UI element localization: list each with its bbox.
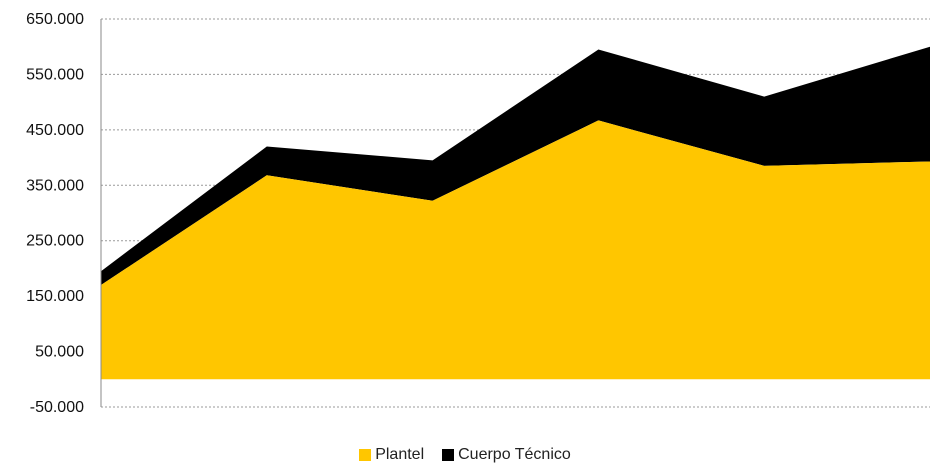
y-tick-label: 250.000 — [26, 233, 84, 250]
area-cuerpo-tecnico — [101, 46, 930, 286]
y-tick-label: 450.000 — [26, 122, 84, 139]
y-tick-label: -50.000 — [30, 399, 84, 416]
legend-swatch-plantel — [359, 449, 372, 461]
legend-item-cuerpo-tecnico: Cuerpo Técnico — [442, 446, 571, 464]
legend-label-cuerpo-tecnico: Cuerpo Técnico — [458, 446, 571, 463]
stacked-area-chart: -50.000 50.000 150.000 250.000 350.000 450.00… — [26, 11, 930, 416]
y-tick-label: 550.000 — [26, 66, 84, 83]
y-tick-label: 650.000 — [26, 11, 84, 28]
legend-label-plantel: Plantel — [375, 446, 425, 463]
area-plantel — [101, 120, 930, 380]
area-series — [101, 46, 930, 380]
legend-item-plantel: Plantel — [359, 446, 424, 464]
y-axis-tick-labels: -50.000 50.000 150.000 250.000 350.000 450.00… — [26, 11, 84, 416]
legend-swatch-cuerpo-tecnico — [442, 449, 455, 461]
y-tick-label: 50.000 — [35, 344, 84, 361]
y-tick-label: 150.000 — [26, 288, 84, 305]
legend: Plantel Cuerpo Técnico — [0, 446, 930, 464]
y-tick-label: 350.000 — [26, 177, 84, 194]
